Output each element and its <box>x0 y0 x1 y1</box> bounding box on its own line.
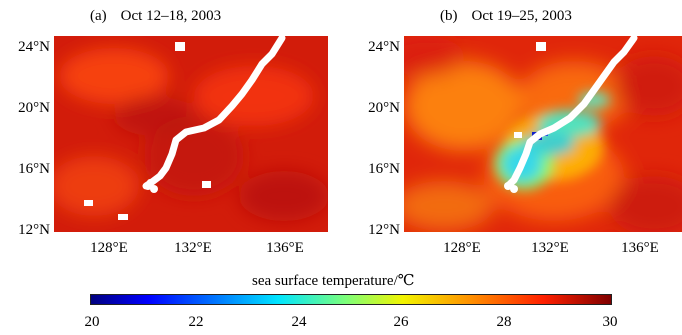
panel-a-title: (a) Oct 12–18, 2003 <box>90 8 221 25</box>
colorbar-tick-28: 28 <box>496 314 512 330</box>
panel-a-label: (a) <box>90 8 107 24</box>
panel-b-label: (b) <box>440 8 458 24</box>
xtick-b-128e: 128°E <box>443 240 481 256</box>
ytick-b-12n: 12°N <box>368 222 400 238</box>
colorbar-tick-30: 30 <box>602 314 618 330</box>
xtick-a-136e: 136°E <box>266 240 304 256</box>
panel-b-title: (b) Oct 19–25, 2003 <box>440 8 572 25</box>
ytick-b-16n: 16°N <box>368 161 400 177</box>
sst-map-b <box>404 36 682 232</box>
colorbar-tick-22: 22 <box>188 314 204 330</box>
colorbar-tick-24: 24 <box>291 314 307 330</box>
ytick-a-24n: 24°N <box>18 39 50 55</box>
panel-b-date: Oct 19–25, 2003 <box>471 8 572 24</box>
ytick-a-20n: 20°N <box>18 100 50 116</box>
colorbar-title: sea surface temperature/℃ <box>252 273 415 289</box>
xtick-b-136e: 136°E <box>621 240 659 256</box>
ytick-a-12n: 12°N <box>18 222 50 238</box>
xtick-a-132e: 132°E <box>174 240 212 256</box>
ytick-b-20n: 20°N <box>368 100 400 116</box>
panel-a-date: Oct 12–18, 2003 <box>120 8 222 24</box>
sst-map-a <box>54 36 328 232</box>
colorbar <box>90 294 612 305</box>
colorbar-tick-26: 26 <box>393 314 409 330</box>
xtick-a-128e: 128°E <box>90 240 128 256</box>
xtick-b-132e: 132°E <box>531 240 569 256</box>
colorbar-tick-20: 20 <box>84 314 100 330</box>
ytick-b-24n: 24°N <box>368 39 400 55</box>
ytick-a-16n: 16°N <box>18 161 50 177</box>
